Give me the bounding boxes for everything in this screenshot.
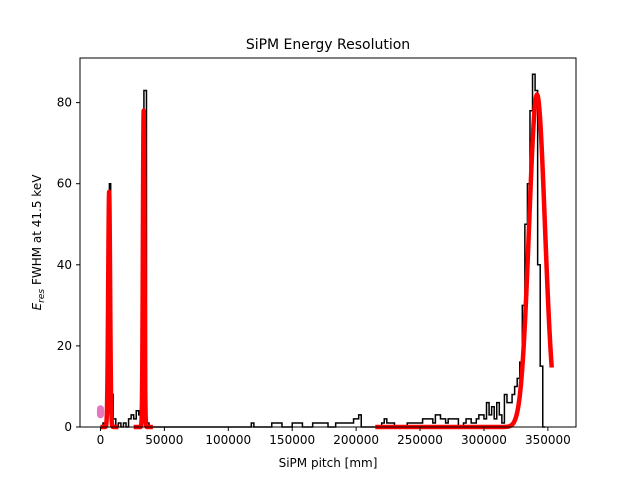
y-tick-label: 80 [57,96,72,110]
y-axis-ticks: 0 20 40 60 80 [57,96,80,434]
x-tick-label: 250000 [397,433,443,447]
y-axis-label-subscript: res [37,289,47,303]
y-tick-label: 60 [57,177,72,191]
x-tick-label: 300000 [461,433,507,447]
chart-title: SiPM Energy Resolution [246,37,410,53]
plot-area [80,58,576,427]
x-tick-label: 50000 [145,433,183,447]
x-axis-ticks: 0 50000 100000 150000 200000 250000 300000 3500… [97,427,571,447]
y-axis-label-symbol: E [30,302,44,310]
y-axis-label: Eres FWHM at 41.5 keV [30,174,47,311]
x-tick-label: 150000 [269,433,315,447]
x-tick-label: 200000 [333,433,379,447]
y-tick-label: 20 [57,339,72,353]
y-tick-label: 40 [57,258,72,272]
x-tick-label: 0 [97,433,105,447]
x-tick-label: 350000 [525,433,571,447]
y-axis-label-rest: FWHM at 41.5 keV [30,174,44,289]
y-tick-label: 0 [64,420,72,434]
plot-frame [79,57,577,428]
x-axis-label: SiPM pitch [mm] [279,456,378,470]
x-tick-label: 100000 [205,433,251,447]
